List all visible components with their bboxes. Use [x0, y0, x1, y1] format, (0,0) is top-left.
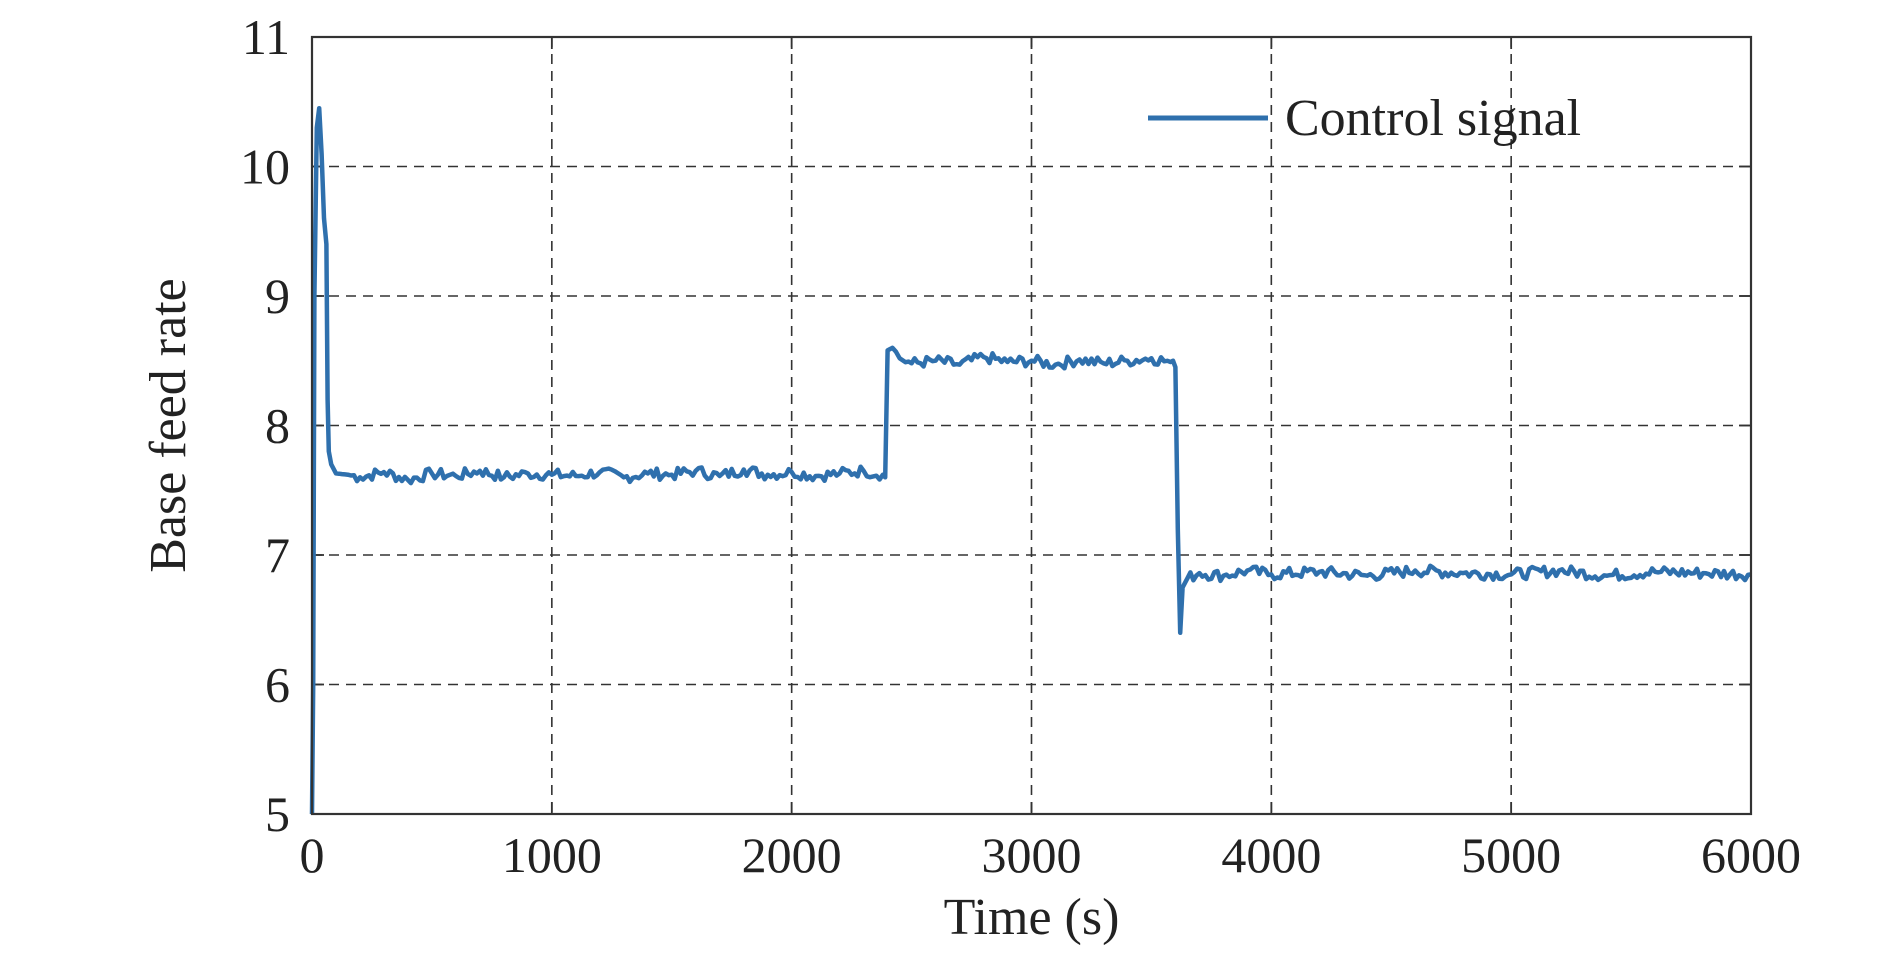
y-axis-title: Base feed rate — [140, 278, 197, 572]
series-group — [309, 105, 1752, 815]
series-line-control-signal — [309, 105, 1752, 815]
y-tick-label: 5 — [265, 786, 290, 842]
x-tick-label: 0 — [300, 827, 325, 883]
legend: Control signal — [1148, 90, 1581, 147]
y-tick-label: 9 — [265, 268, 290, 324]
x-tick-label: 1000 — [502, 827, 602, 883]
legend-label-control-signal: Control signal — [1285, 90, 1581, 147]
y-tick-label: 7 — [265, 527, 290, 583]
x-tick-label: 5000 — [1461, 827, 1561, 883]
grid — [312, 37, 1751, 814]
x-tick-label: 2000 — [742, 827, 842, 883]
x-axis-title: Time (s) — [944, 889, 1120, 946]
y-tick-label: 11 — [242, 9, 290, 65]
y-tick-label: 8 — [265, 398, 290, 454]
x-tick-label: 4000 — [1221, 827, 1321, 883]
y-tick-labels: 5 6 7 8 9 10 11 — [240, 9, 290, 842]
plot-frame — [310, 35, 1753, 816]
x-tick-label: 6000 — [1701, 827, 1801, 883]
y-tick-label: 10 — [240, 139, 290, 195]
x-tick-labels: 0 1000 2000 3000 4000 5000 6000 — [300, 827, 1802, 883]
x-tick-label: 3000 — [982, 827, 1082, 883]
y-tick-label: 6 — [265, 657, 290, 713]
